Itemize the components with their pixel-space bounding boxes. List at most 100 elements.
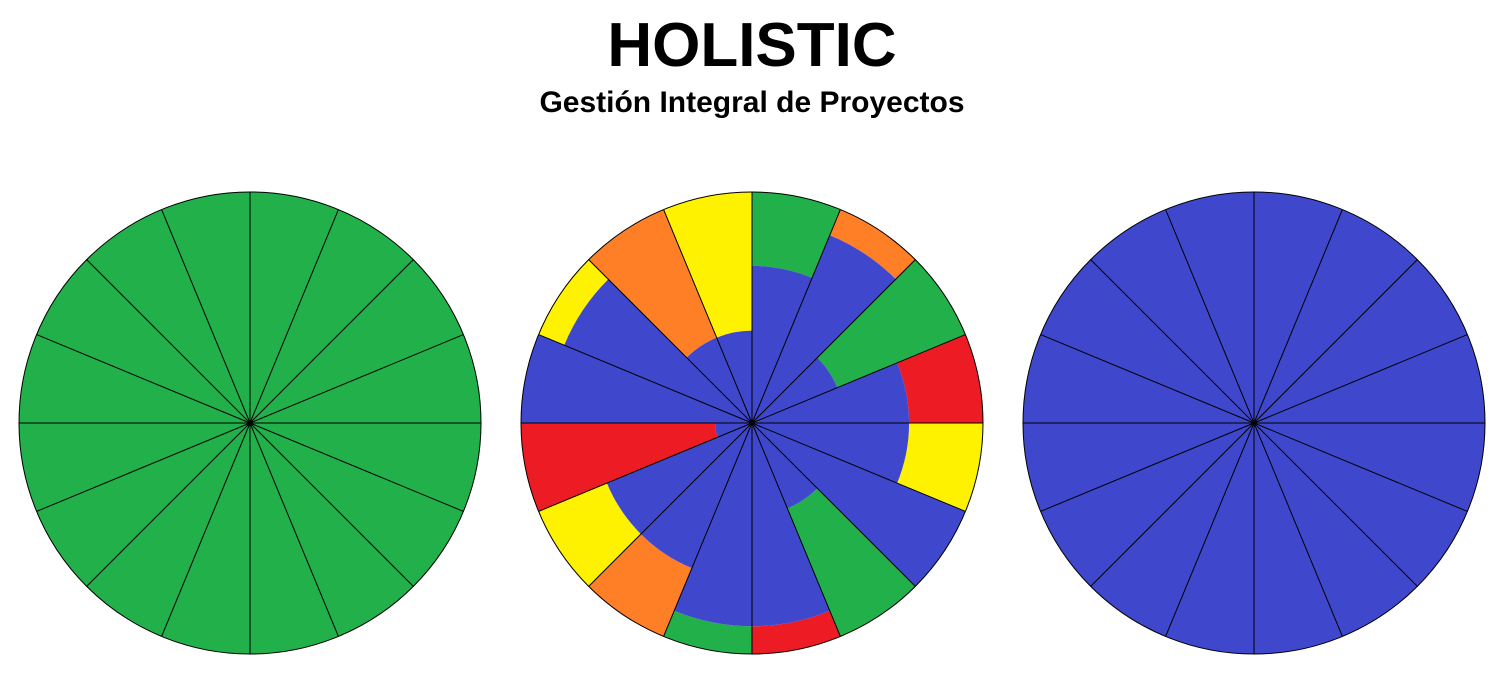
wheel-center-sector-12-outer xyxy=(521,423,718,512)
wheel-center-sector-13-inner xyxy=(521,334,752,423)
wheel-right-outline xyxy=(1022,191,1486,655)
wheel-center-spoke-12 xyxy=(538,422,753,512)
wheel-left-spoke-7 xyxy=(249,422,414,587)
wheel-center-sector-5-inner xyxy=(752,423,910,484)
wheel-center-sector-10-inner xyxy=(640,423,752,569)
wheel-center-sector-1-outer xyxy=(752,192,841,278)
wheel-center-sector-5-outer xyxy=(897,423,983,512)
wheel-center-hub xyxy=(750,421,754,425)
wheel-center-spoke-8 xyxy=(751,422,841,637)
wheel-center-sector-3-inner xyxy=(752,357,838,423)
wheel-right-spoke-14 xyxy=(1040,334,1255,424)
wheel-center-sector-15-outer xyxy=(588,209,717,358)
page-subtitle: Gestión Integral de Proyectos xyxy=(539,86,965,119)
wheel-right-sector-1 xyxy=(1254,192,1343,423)
wheel-right-spoke-8 xyxy=(1253,422,1343,637)
wheel-center-sector-7-inner xyxy=(752,423,818,509)
wheel-left-spoke-15 xyxy=(86,259,251,424)
wheel-center-sector-2-outer xyxy=(829,209,916,280)
wheel-right-sector-6 xyxy=(1254,423,1468,587)
wheel-left-spoke-12 xyxy=(36,422,251,512)
wheel-right-spoke-11 xyxy=(1090,422,1255,587)
wheel-left-graphic xyxy=(18,191,482,655)
wheel-center-sector-1-inner xyxy=(752,265,813,423)
wheel-right-spoke-6 xyxy=(1253,422,1468,512)
wheel-center-sector-11-inner xyxy=(606,423,752,535)
wheel-center-sector-3-outer xyxy=(817,259,966,388)
wheel-left-sector-13 xyxy=(19,334,250,423)
wheel-center-sector-9-outer xyxy=(663,610,752,654)
wheel-left-spoke-8 xyxy=(249,422,339,637)
wheel-center-sector-14-inner xyxy=(564,279,752,423)
wheel-right-sector-7 xyxy=(1254,423,1418,637)
wheel-right-sector-13 xyxy=(1023,334,1254,423)
wheel-right xyxy=(1021,190,1487,656)
wheel-center-outline xyxy=(520,191,984,655)
wheel-left-sector-10 xyxy=(86,423,251,637)
wheel-center-sector-4-outer xyxy=(897,334,983,423)
wheel-left-sector-14 xyxy=(36,259,250,423)
wheel-left-spoke-6 xyxy=(249,422,464,512)
wheel-center-spoke-15 xyxy=(588,259,753,424)
wheel-left-spoke-16 xyxy=(161,209,251,424)
wheel-left-spoke-3 xyxy=(249,259,414,424)
wheel-center xyxy=(519,190,985,656)
wheel-left-sector-16 xyxy=(161,192,250,423)
wheel-left-sector-3 xyxy=(250,259,464,423)
wheel-right-sector-14 xyxy=(1040,259,1254,423)
wheel-center-spoke-16 xyxy=(663,209,753,424)
wheel-left-sector-7 xyxy=(250,423,414,637)
wheel-right-spoke-15 xyxy=(1090,259,1255,424)
wheel-right-spoke-2 xyxy=(1253,209,1343,424)
wheel-left-hub xyxy=(248,421,252,425)
wheel-right-spoke-4 xyxy=(1253,334,1468,424)
wheel-center-spoke-4 xyxy=(751,334,966,424)
wheel-left-sector-2 xyxy=(250,209,414,423)
wheel-center-sector-10-outer xyxy=(588,534,692,637)
wheel-center-sector-8-outer xyxy=(752,610,841,654)
wheel-left-sector-6 xyxy=(250,423,464,587)
wheel-right-spoke-7 xyxy=(1253,422,1418,587)
wheel-center-sector-14-outer xyxy=(538,259,609,346)
wheel-left-spoke-4 xyxy=(249,334,464,424)
page-title: HOLISTIC xyxy=(607,11,897,80)
wheel-center-sector-16-inner xyxy=(716,330,752,423)
wheel-center-sector-11-outer xyxy=(538,483,641,587)
wheel-center-sector-16-outer xyxy=(663,192,752,338)
wheel-center-sector-8-inner xyxy=(752,423,830,627)
wheel-left xyxy=(17,190,483,656)
wheel-center-sector-9-inner xyxy=(674,423,752,627)
wheel-left-sector-5 xyxy=(250,423,481,512)
wheel-center-spoke-11 xyxy=(588,422,753,587)
wheel-left-sector-11 xyxy=(36,423,250,587)
wheel-right-sector-4 xyxy=(1254,334,1485,423)
wheel-center-sector-4-inner xyxy=(752,362,910,423)
wheel-right-spoke-12 xyxy=(1040,422,1255,512)
wheel-left-sector-12 xyxy=(19,423,250,512)
wheel-center-spoke-14 xyxy=(538,334,753,424)
wheel-right-spoke-10 xyxy=(1165,422,1255,637)
wheel-right-hub xyxy=(1252,421,1256,425)
wheel-left-sector-1 xyxy=(250,192,339,423)
wheel-right-sector-8 xyxy=(1254,423,1343,654)
wheel-left-spoke-14 xyxy=(36,334,251,424)
wheel-left-outline xyxy=(18,191,482,655)
wheel-right-spoke-3 xyxy=(1253,259,1418,424)
wheel-left-spoke-10 xyxy=(161,422,251,637)
wheel-left-sector-9 xyxy=(161,423,250,654)
wheel-left-spoke-11 xyxy=(86,422,251,587)
wheel-center-sector-15-inner xyxy=(686,337,752,423)
wheel-right-spoke-16 xyxy=(1165,209,1255,424)
wheel-left-sector-8 xyxy=(250,423,339,654)
wheel-center-spoke-2 xyxy=(751,209,841,424)
wheel-center-sector-6-inner xyxy=(752,423,966,587)
wheel-left-spoke-2 xyxy=(249,209,339,424)
wheel-right-sector-9 xyxy=(1165,423,1254,654)
wheel-center-spoke-7 xyxy=(751,422,916,587)
wheel-center-graphic xyxy=(520,191,984,655)
wheel-left-sector-4 xyxy=(250,334,481,423)
wheel-center-spoke-10 xyxy=(663,422,753,637)
wheel-right-sector-12 xyxy=(1023,423,1254,512)
wheel-right-sector-11 xyxy=(1040,423,1254,587)
wheel-right-sector-3 xyxy=(1254,259,1468,423)
